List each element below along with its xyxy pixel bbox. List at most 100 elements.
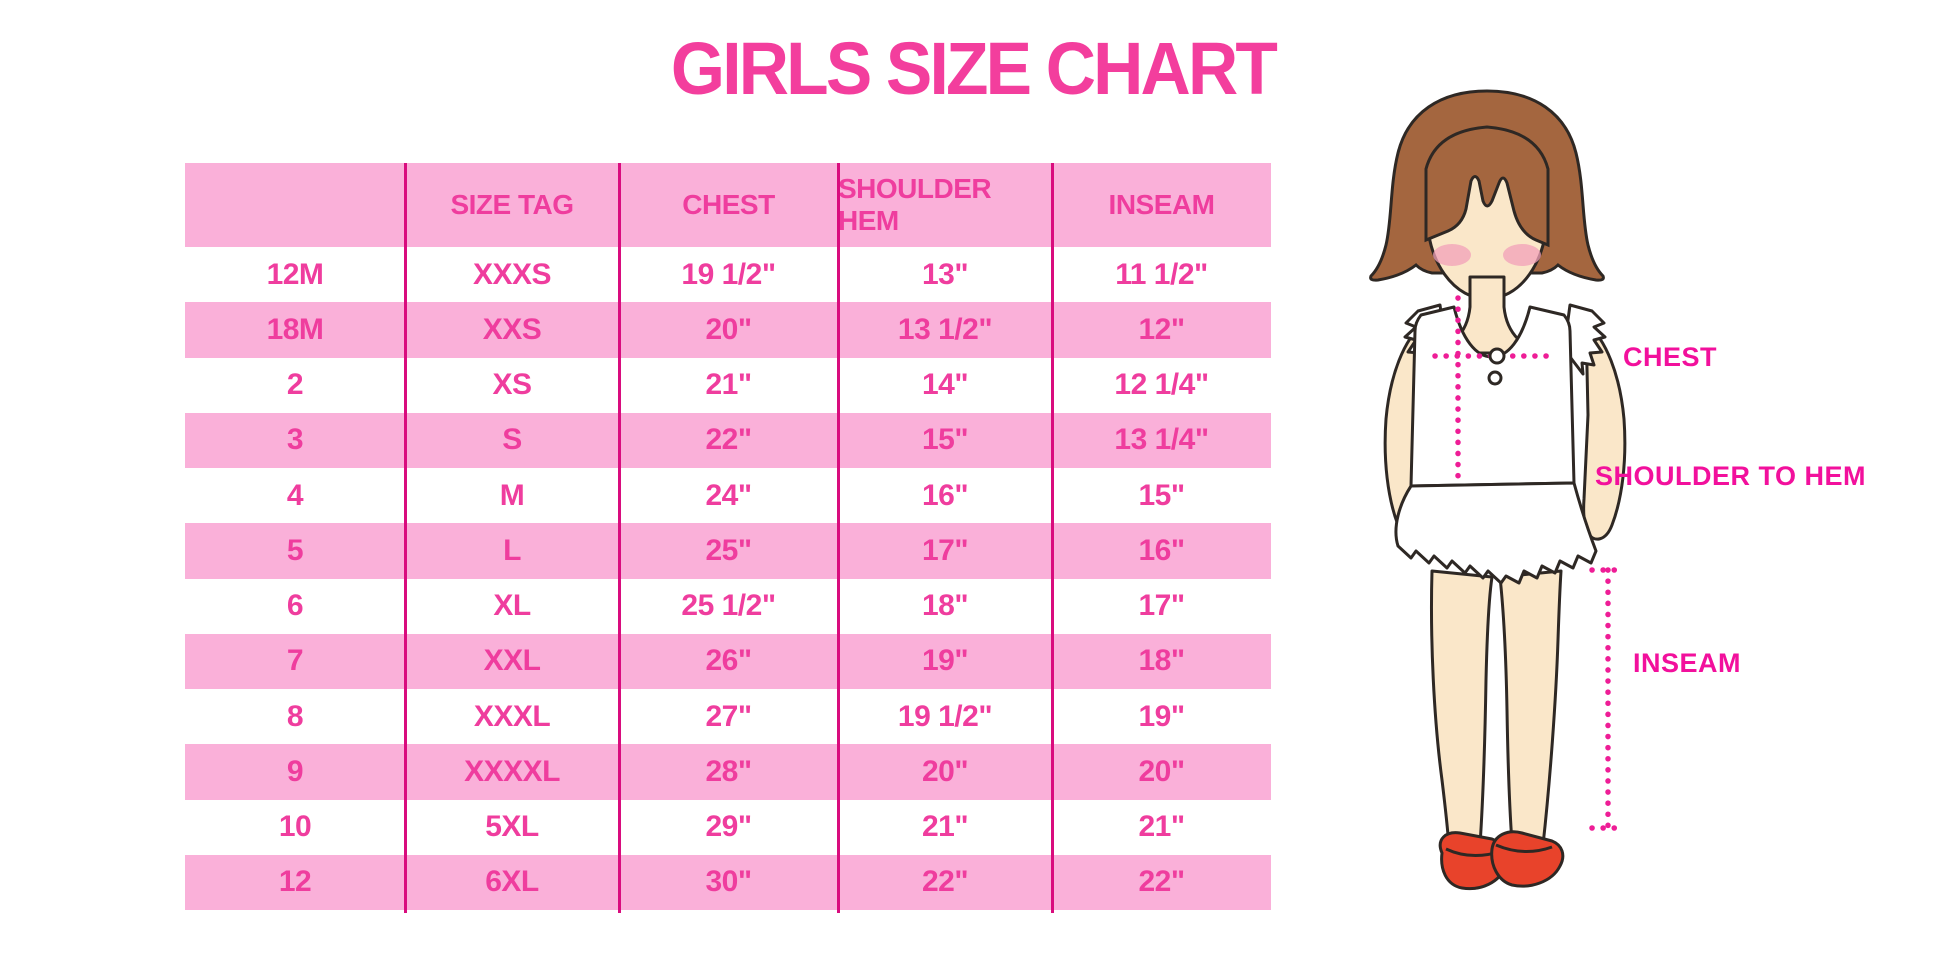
girl-illustration	[1340, 85, 1670, 915]
table-cell: L	[503, 533, 521, 567]
table-cell: 6	[286, 589, 304, 623]
table-cell: 12"	[1138, 312, 1185, 346]
table-cell: 20"	[705, 312, 752, 346]
button-top	[1488, 347, 1506, 365]
table-cell: 20"	[1138, 754, 1185, 788]
right-leg	[1498, 569, 1563, 847]
right-shoe-strap	[1495, 843, 1553, 853]
table-row: 4 M 24" 16" 15"	[185, 468, 1271, 523]
column-divider	[618, 163, 621, 913]
table-row: 8 XXXL 27" 19 1/2" 19"	[185, 689, 1271, 744]
table-cell: XXL	[483, 644, 541, 678]
table-row: 10 5XL 29" 21" 21"	[185, 800, 1271, 855]
chest-label: CHEST	[1623, 342, 1718, 372]
table-cell: 26"	[705, 644, 752, 678]
table-cell: 29"	[705, 810, 752, 844]
table-cell: 13 1/2"	[897, 312, 993, 346]
table-cell: 18"	[921, 589, 969, 623]
right-shoe	[1490, 830, 1565, 888]
table-row: 18M XXS 20" 13 1/2" 12"	[185, 302, 1271, 358]
girls-size-table: SIZE TAG CHEST SHOULDER HEM INSEAM 12M XXXS 19…	[185, 163, 1271, 913]
header-row: SIZE TAG CHEST SHOULDER HEM INSEAM	[185, 163, 1271, 247]
header-cell: SIZE TAG	[450, 189, 574, 220]
table-cell: 12 1/4"	[1114, 368, 1209, 402]
header-cell: CHEST	[682, 189, 775, 220]
table-cell: M	[499, 478, 525, 512]
table-cell: 16"	[921, 478, 969, 512]
table-cell: XL	[493, 589, 531, 623]
header-cell	[185, 163, 405, 247]
table-cell: 10	[278, 810, 312, 844]
table-cell: 12	[278, 865, 312, 899]
table-row: 5 L 25" 17" 16"	[185, 523, 1271, 579]
table-cell: 21"	[705, 368, 752, 402]
table-cell: 27"	[705, 699, 752, 733]
table-cell: 2	[286, 368, 304, 402]
table-cell: 16"	[1138, 533, 1185, 567]
table-cell: 22"	[921, 865, 969, 899]
table-cell: 3	[286, 423, 304, 457]
table-row: 3 S 22" 15" 13 1/4"	[185, 412, 1271, 468]
table-cell: 4	[286, 478, 304, 512]
button-bottom	[1487, 370, 1503, 386]
table-cell: XXXL	[473, 699, 551, 733]
table-cell: 25"	[705, 533, 752, 567]
table-cell: XXS	[482, 312, 542, 346]
table-cell: 30"	[705, 865, 752, 899]
column-divider	[1051, 163, 1054, 913]
page-title: GIRLS SIZE CHART	[670, 27, 1278, 110]
table-row: 7 XXL 26" 19" 18"	[185, 633, 1271, 689]
table-cell: 19"	[921, 644, 969, 678]
table-cell: XS	[492, 368, 532, 402]
table-cell: 20"	[921, 754, 969, 788]
table-cell: 7	[286, 644, 304, 678]
right-shoulder-ruffle	[1562, 303, 1607, 376]
table-cell: 12M	[266, 257, 324, 291]
table-cell: 15"	[921, 423, 969, 457]
column-divider	[404, 163, 407, 913]
left-leg	[1430, 569, 1494, 849]
table-cell: 19"	[1138, 699, 1185, 733]
header-cell: INSEAM	[1108, 189, 1215, 220]
blush-left	[1433, 244, 1471, 266]
table-row: 12M XXXS 19 1/2" 13" 11 1/2"	[185, 247, 1271, 302]
table-cell: 25 1/2"	[681, 589, 776, 623]
table-cell: 21"	[1138, 810, 1185, 844]
girl-figure-svg	[1369, 89, 1627, 891]
table-cell: 6XL	[485, 865, 539, 899]
table-cell: 17"	[921, 533, 969, 567]
blush-right	[1503, 244, 1541, 266]
table-cell: 19 1/2"	[897, 699, 993, 733]
table-cell: 15"	[1138, 478, 1185, 512]
table-cell: 24"	[705, 478, 752, 512]
inseam-label: INSEAM	[1633, 648, 1742, 678]
table-cell: 19 1/2"	[681, 257, 776, 291]
column-divider	[837, 163, 840, 913]
table-cell: 5	[286, 533, 304, 567]
table-cell: XXXS	[472, 257, 552, 291]
table-cell: 8	[286, 699, 304, 733]
table-row: 12 6XL 30" 22" 22"	[185, 854, 1271, 910]
table-cell: 11 1/2"	[1115, 257, 1208, 291]
header-cell: SHOULDER HEM	[838, 173, 992, 236]
table-cell: 14"	[921, 368, 969, 402]
table-cell: 9	[286, 754, 304, 788]
table-cell: 5XL	[485, 810, 539, 844]
shoulder-to-hem-label: SHOULDER TO HEM	[1595, 461, 1867, 491]
bangs	[1424, 125, 1550, 248]
table-cell: S	[502, 423, 522, 457]
table-cell: 18M	[266, 312, 324, 346]
table-cell: 28"	[705, 754, 752, 788]
table-cell: XXXXL	[464, 754, 560, 788]
table-cell: 22"	[705, 423, 752, 457]
table-row: 2 XS 21" 14" 12 1/4"	[185, 358, 1271, 413]
table-cell: 13 1/4"	[1114, 423, 1209, 457]
table-cell: 17"	[1138, 589, 1185, 623]
table-row: 9 XXXXL 28" 20" 20"	[185, 744, 1271, 800]
table-cell: 18"	[1138, 644, 1185, 678]
table-cell: 13"	[921, 257, 969, 291]
skirt	[1394, 481, 1598, 585]
table-row: 6 XL 25 1/2" 18" 17"	[185, 579, 1271, 634]
table-cell: 21"	[921, 810, 969, 844]
